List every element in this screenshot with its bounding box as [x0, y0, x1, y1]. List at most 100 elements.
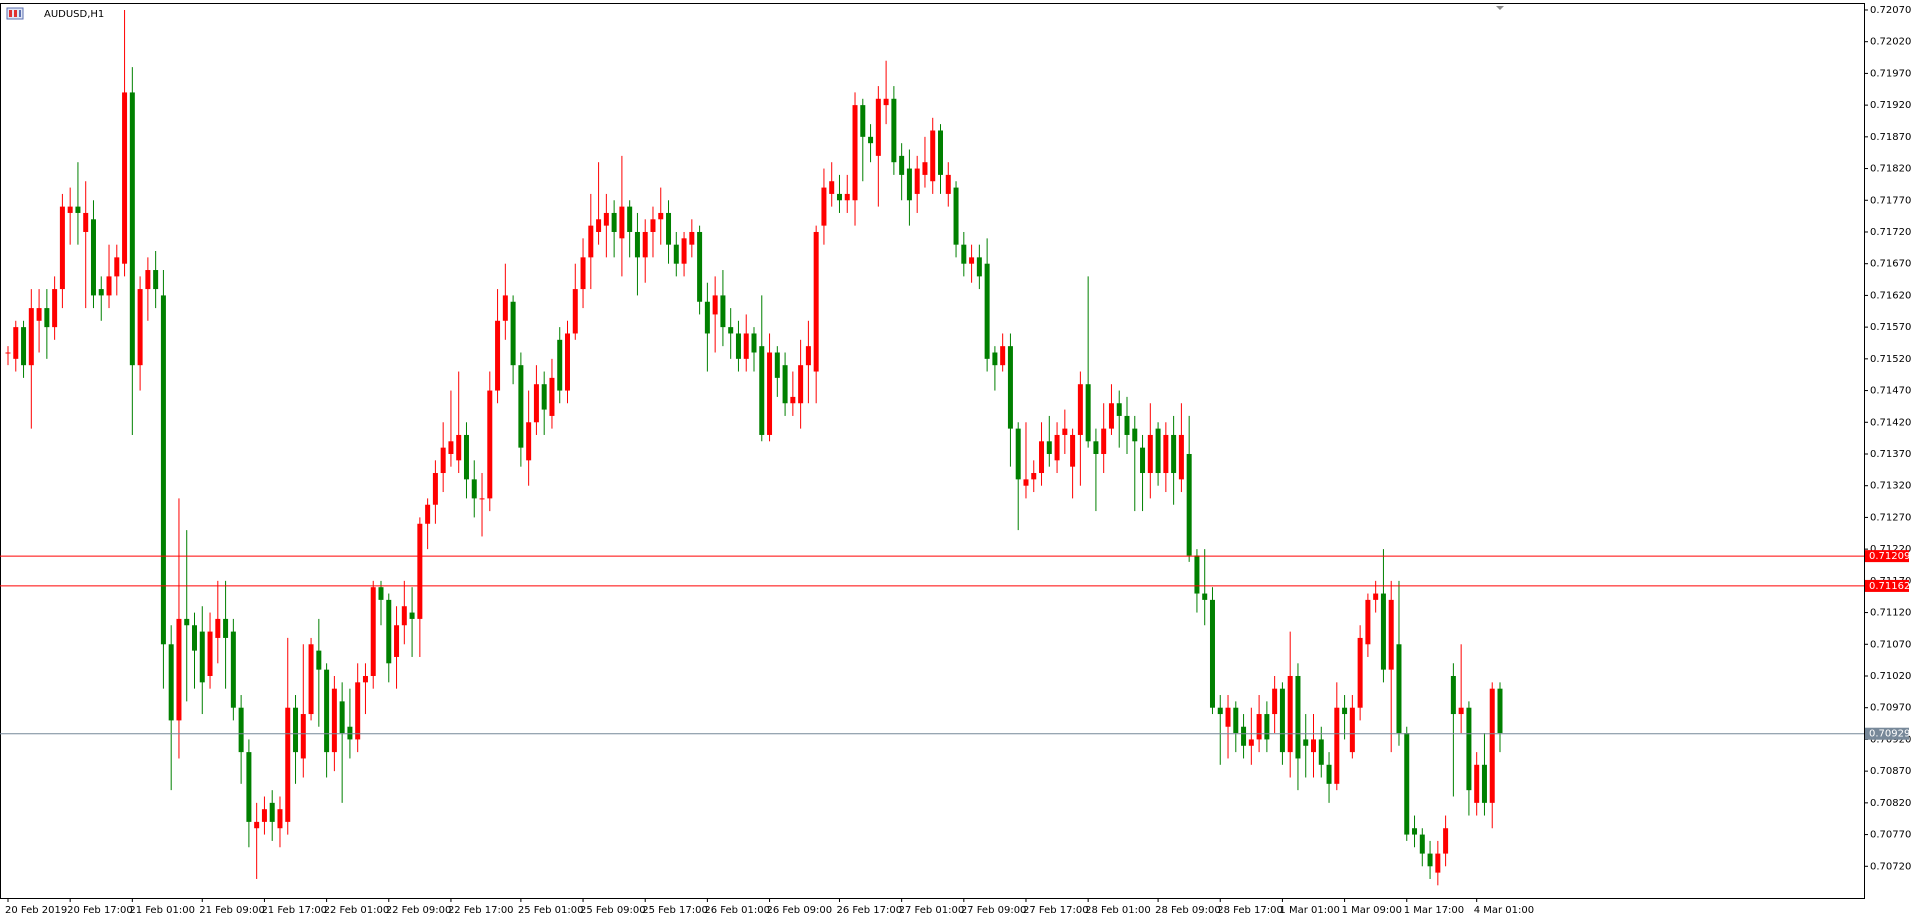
candle-body	[984, 263, 990, 359]
candle-body	[67, 206, 73, 213]
price-level-tag	[1865, 579, 1909, 592]
candle-body	[1474, 764, 1480, 803]
x-tick-label: 1 Mar 09:00	[1342, 905, 1402, 916]
candle-body	[409, 612, 415, 619]
candle-body	[1209, 599, 1215, 708]
candle-body	[378, 587, 384, 600]
candle-body	[122, 92, 128, 264]
y-tick-label: 0.71620	[1870, 290, 1911, 301]
y-tick-label: 0.71970	[1870, 68, 1911, 79]
candle-body	[1435, 853, 1441, 873]
y-tick-label: 0.70920	[1870, 734, 1911, 745]
candle-body	[735, 333, 741, 359]
candle-body	[1427, 853, 1433, 867]
x-tick-label: 1 Mar 01:00	[1279, 905, 1339, 916]
candle-body	[440, 447, 446, 474]
y-tick-label: 0.71570	[1870, 322, 1911, 333]
y-tick-label: 0.71070	[1870, 639, 1911, 650]
candle-body	[308, 644, 314, 715]
candle-body	[1155, 428, 1161, 474]
candle-body	[720, 295, 726, 328]
y-tick-label: 0.71720	[1870, 227, 1911, 238]
candle-body	[1023, 479, 1029, 486]
candle-body	[1070, 434, 1076, 467]
candle-body	[603, 212, 609, 226]
candle-body	[1124, 415, 1130, 435]
candle-body	[557, 339, 563, 391]
x-tick-label: 25 Feb 17:00	[642, 905, 708, 916]
y-tick-label: 0.70820	[1870, 798, 1911, 809]
x-tick-label: 27 Feb 17:00	[1023, 905, 1089, 916]
candle-body	[1241, 726, 1247, 746]
candle-body	[1015, 428, 1021, 480]
candle-body	[844, 193, 850, 201]
candle-body	[1225, 707, 1231, 727]
candle-body	[518, 365, 524, 448]
candle-body	[1396, 644, 1402, 734]
candle-body	[821, 187, 827, 226]
x-tick-label: 4 Mar 01:00	[1474, 905, 1534, 916]
x-tick-label: 28 Feb 17:00	[1217, 905, 1283, 916]
candle-body	[386, 599, 392, 664]
icon-bar	[14, 10, 17, 17]
candle-body	[673, 244, 679, 264]
candle-body	[1194, 555, 1200, 594]
candle-body	[1202, 593, 1208, 600]
candle-body	[868, 136, 874, 144]
candle-body	[953, 187, 959, 245]
candle-body	[549, 377, 555, 416]
candle-body	[285, 707, 291, 822]
candle-body	[565, 333, 570, 391]
candle-body	[961, 244, 967, 264]
candle-body	[533, 384, 539, 423]
candle-body	[526, 422, 532, 461]
candle-body	[184, 618, 190, 626]
y-tick-label: 0.72020	[1870, 37, 1911, 48]
candle-body	[1007, 346, 1013, 429]
candle-body	[463, 434, 469, 480]
candle-body	[1303, 739, 1309, 746]
candle-body	[230, 631, 236, 708]
candle-body	[176, 618, 182, 721]
candle-body	[751, 333, 757, 353]
candle-body	[1101, 428, 1107, 454]
candle-body	[1256, 714, 1262, 740]
y-tick-label: 0.70770	[1870, 830, 1911, 841]
candle-body	[728, 327, 734, 334]
candle-body	[1046, 441, 1052, 454]
candle-body	[293, 707, 299, 753]
candle-body	[52, 289, 58, 328]
candle-body	[277, 809, 283, 829]
candle-body	[1031, 473, 1037, 480]
candle-body	[1295, 675, 1301, 759]
candle-body	[1489, 688, 1495, 803]
candle-body	[137, 289, 143, 366]
candle-body	[1318, 739, 1324, 765]
candle-body	[969, 257, 975, 264]
candle-body	[1264, 714, 1270, 740]
candle-body	[261, 809, 267, 822]
candle-body	[906, 168, 912, 201]
x-tick-label: 21 Feb 09:00	[199, 905, 265, 916]
icon-bar	[19, 10, 21, 17]
x-tick-label: 28 Feb 09:00	[1155, 905, 1221, 916]
price-level-label: 0.71209	[1869, 551, 1910, 562]
candle-body	[331, 688, 337, 753]
y-tick-label: 0.71670	[1870, 259, 1911, 270]
candle-body	[1000, 346, 1006, 366]
price-level-tag	[1865, 550, 1909, 563]
candle-body	[199, 631, 205, 683]
candle-body	[1171, 434, 1177, 474]
candle-body	[1062, 428, 1068, 435]
price-level-tag	[1865, 727, 1909, 740]
candle-body	[98, 289, 104, 296]
y-tick-label: 0.71120	[1870, 608, 1911, 619]
candle-body	[36, 308, 42, 321]
y-tick-label: 0.71320	[1870, 481, 1911, 492]
candle-body	[1279, 688, 1285, 753]
candle-body	[394, 625, 400, 657]
candle-body	[502, 295, 508, 321]
candle-body	[1077, 384, 1083, 435]
y-tick-label: 0.70720	[1870, 861, 1911, 872]
candle-body	[611, 212, 617, 232]
